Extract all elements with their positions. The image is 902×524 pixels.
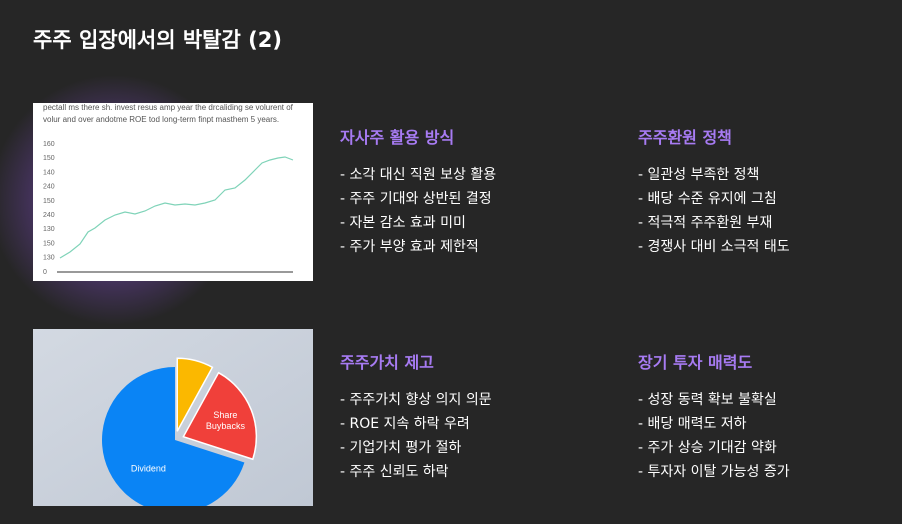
pie-slice <box>176 357 214 432</box>
list-item: - 기업가치 평가 절하 <box>340 440 462 456</box>
axis-label: 150 <box>43 240 55 247</box>
list-item: - ROE 지속 하락 우려 <box>340 416 470 432</box>
image-frame <box>33 103 313 281</box>
list-item: - 배당 수준 유지에 그침 <box>638 191 777 207</box>
slice-label: Dividend <box>131 463 166 473</box>
axis-label: 240 <box>43 212 55 219</box>
section-heading: 자사주 활용 방식 <box>340 128 454 147</box>
list-item: - 경쟁사 대비 소극적 태도 <box>638 239 790 255</box>
list-item: - 배당 매력도 저하 <box>638 416 747 432</box>
caption: volur and over andotme ROE tod long-term… <box>43 115 279 124</box>
pie-slice <box>102 367 245 506</box>
list-item: - 투자자 이탈 가능성 증가 <box>638 464 790 480</box>
slice-label: Share Buybacks <box>206 410 246 431</box>
axis-label: 130 <box>43 255 55 262</box>
figure-line-image: pectall ms there sh. invest resus amp ye… <box>33 103 313 281</box>
list-item: - 주가 상승 기대감 약화 <box>638 440 777 456</box>
axis-label: 240 <box>43 184 55 191</box>
axis-label: 140 <box>43 169 55 176</box>
section-heading: 주주환원 정책 <box>638 128 732 147</box>
line <box>59 156 294 259</box>
list-item: - 적극적 주주환원 부재 <box>638 215 772 231</box>
list-item: - 일관성 부족한 정책 <box>638 167 759 183</box>
list-item: - 성장 동력 확보 불확실 <box>638 392 777 408</box>
list-item: - 주주가치 향상 의지 의문 <box>340 392 492 408</box>
slide-title: 주주 입장에서의 박탈감 (2) <box>33 28 282 52</box>
axis-label: 150 <box>43 198 55 205</box>
axis-label: 160 <box>43 141 55 148</box>
caption: pectall ms there sh. invest resus amp ye… <box>43 103 294 112</box>
axis-label: 150 <box>43 155 55 162</box>
axis-label: 130 <box>43 226 55 233</box>
list-item: - 소각 대신 직원 보상 활용 <box>340 167 496 183</box>
list-item: - 자본 감소 효과 미미 <box>340 215 466 231</box>
list-item: - 주주 신뢰도 하락 <box>340 464 449 480</box>
pie-slice <box>182 371 258 461</box>
list-item: - 주주 기대와 상반된 결정 <box>340 191 492 207</box>
section-heading: 주주가치 제고 <box>340 353 434 372</box>
axis-label: 0 <box>43 269 47 276</box>
section-heading: 장기 투자 매력도 <box>638 353 752 372</box>
pie-chart: Share Buybacks Dividend <box>102 357 258 506</box>
sections: 자사주 활용 방식 - 소각 대신 직원 보상 활용 - 주주 기대와 상반된 결정… <box>340 128 790 480</box>
list-item: - 주가 부양 효과 제한적 <box>340 239 479 255</box>
